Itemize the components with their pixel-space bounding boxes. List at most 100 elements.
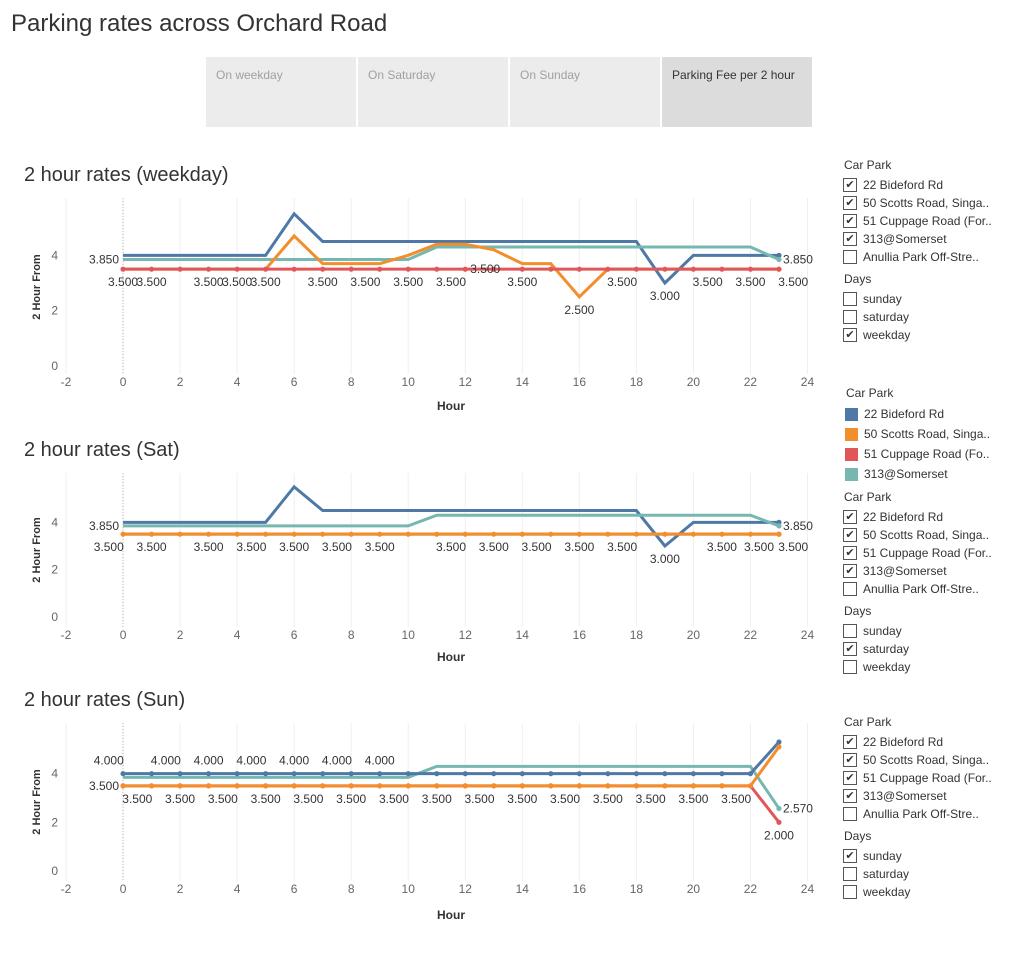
checkbox[interactable]: ✔ <box>843 196 857 210</box>
data-point[interactable] <box>462 783 468 789</box>
checkbox[interactable] <box>843 807 857 821</box>
carpark-option[interactable]: ✔ 22 Bideford Rd <box>843 508 1013 526</box>
series-line[interactable] <box>123 746 781 788</box>
checkbox[interactable]: ✔ <box>843 546 857 560</box>
data-point[interactable] <box>348 266 354 272</box>
data-point[interactable] <box>719 783 725 789</box>
data-point[interactable] <box>719 531 725 537</box>
data-point[interactable] <box>291 266 297 272</box>
data-point[interactable] <box>177 783 183 789</box>
data-point[interactable] <box>719 266 725 272</box>
checkbox[interactable]: ✔ <box>843 771 857 785</box>
data-point[interactable] <box>747 771 754 777</box>
data-point[interactable] <box>633 783 639 789</box>
data-point[interactable] <box>548 771 554 777</box>
data-point[interactable] <box>662 771 668 777</box>
day-option-sunday[interactable]: ✔ sunday <box>843 847 1013 865</box>
data-point[interactable] <box>320 531 326 537</box>
checkbox[interactable]: ✔ <box>843 528 857 542</box>
data-point[interactable] <box>177 266 183 272</box>
checkbox[interactable]: ✔ <box>843 735 857 749</box>
data-point[interactable] <box>776 531 782 537</box>
data-point[interactable] <box>120 771 126 777</box>
carpark-option[interactable]: ✔ 313@Somerset <box>843 230 1013 248</box>
checkbox[interactable] <box>843 250 857 264</box>
data-point[interactable] <box>148 783 155 789</box>
data-point[interactable] <box>205 531 212 537</box>
data-point[interactable] <box>405 266 411 272</box>
data-point[interactable] <box>633 266 639 272</box>
checkbox[interactable]: ✔ <box>843 214 857 228</box>
checkbox[interactable] <box>843 624 857 638</box>
data-point[interactable] <box>234 771 240 777</box>
data-point[interactable] <box>776 252 782 258</box>
checkbox[interactable] <box>843 582 857 596</box>
data-point[interactable] <box>148 266 155 272</box>
day-option-weekday[interactable]: weekday <box>843 883 1013 901</box>
checkbox[interactable]: ✔ <box>843 849 857 863</box>
data-point[interactable] <box>348 771 354 777</box>
series-line[interactable] <box>123 484 779 549</box>
tab-parking-fee[interactable]: Parking Fee per 2 hour <box>662 57 812 127</box>
tab-on-saturday[interactable]: On Saturday <box>358 57 508 127</box>
data-point[interactable] <box>605 531 611 537</box>
data-point[interactable] <box>548 531 554 537</box>
data-point[interactable] <box>205 783 212 789</box>
data-point[interactable] <box>120 531 126 537</box>
data-point[interactable] <box>747 266 754 272</box>
carpark-option[interactable]: ✔ 50 Scotts Road, Singa.. <box>843 194 1013 212</box>
data-point[interactable] <box>320 771 326 777</box>
data-point[interactable] <box>519 771 525 777</box>
data-point[interactable] <box>605 783 611 789</box>
data-point[interactable] <box>148 771 155 777</box>
data-point[interactable] <box>776 523 782 529</box>
checkbox[interactable]: ✔ <box>843 232 857 246</box>
series-line[interactable] <box>123 741 781 776</box>
data-point[interactable] <box>148 531 155 537</box>
series-line[interactable] <box>123 245 780 261</box>
data-point[interactable] <box>576 531 582 537</box>
data-point[interactable] <box>348 531 354 537</box>
data-point[interactable] <box>690 531 697 537</box>
data-point[interactable] <box>690 783 697 789</box>
data-point[interactable] <box>491 531 497 537</box>
tab-on-weekday[interactable]: On weekday <box>206 57 356 127</box>
data-point[interactable] <box>519 783 525 789</box>
data-point[interactable] <box>690 771 697 777</box>
data-point[interactable] <box>633 771 639 777</box>
checkbox[interactable]: ✔ <box>843 328 857 342</box>
data-point[interactable] <box>776 805 782 812</box>
data-point[interactable] <box>548 266 554 272</box>
data-point[interactable] <box>776 256 782 263</box>
day-option-saturday[interactable]: saturday <box>843 308 1013 326</box>
data-point[interactable] <box>263 771 269 777</box>
day-option-sunday[interactable]: sunday <box>843 290 1013 308</box>
data-point[interactable] <box>434 783 440 789</box>
data-point[interactable] <box>320 783 326 789</box>
data-point[interactable] <box>291 531 297 537</box>
data-point[interactable] <box>120 266 126 272</box>
data-point[interactable] <box>576 783 582 789</box>
data-point[interactable] <box>662 783 668 789</box>
data-point[interactable] <box>120 783 126 789</box>
carpark-option[interactable]: ✔ 22 Bideford Rd <box>843 733 1013 751</box>
data-point[interactable] <box>519 531 525 537</box>
tab-on-sunday[interactable]: On Sunday <box>510 57 660 127</box>
checkbox[interactable]: ✔ <box>843 510 857 524</box>
carpark-option[interactable]: Anullia Park Off-Stre.. <box>843 248 1013 264</box>
data-point[interactable] <box>434 266 440 272</box>
checkbox[interactable]: ✔ <box>843 564 857 578</box>
data-point[interactable] <box>177 771 183 777</box>
checkbox[interactable] <box>843 310 857 324</box>
series-line[interactable] <box>123 764 781 810</box>
checkbox[interactable]: ✔ <box>843 642 857 656</box>
data-point[interactable] <box>776 739 782 745</box>
data-point[interactable] <box>491 771 497 777</box>
data-point[interactable] <box>348 783 354 789</box>
data-point[interactable] <box>263 531 269 537</box>
data-point[interactable] <box>377 771 383 777</box>
data-point[interactable] <box>462 531 468 537</box>
data-point[interactable] <box>291 771 297 777</box>
day-option-sunday[interactable]: sunday <box>843 622 1013 640</box>
carpark-filter-list[interactable]: ✔ 22 Bideford Rd ✔ 50 Scotts Road, Singa..… <box>843 733 1013 821</box>
